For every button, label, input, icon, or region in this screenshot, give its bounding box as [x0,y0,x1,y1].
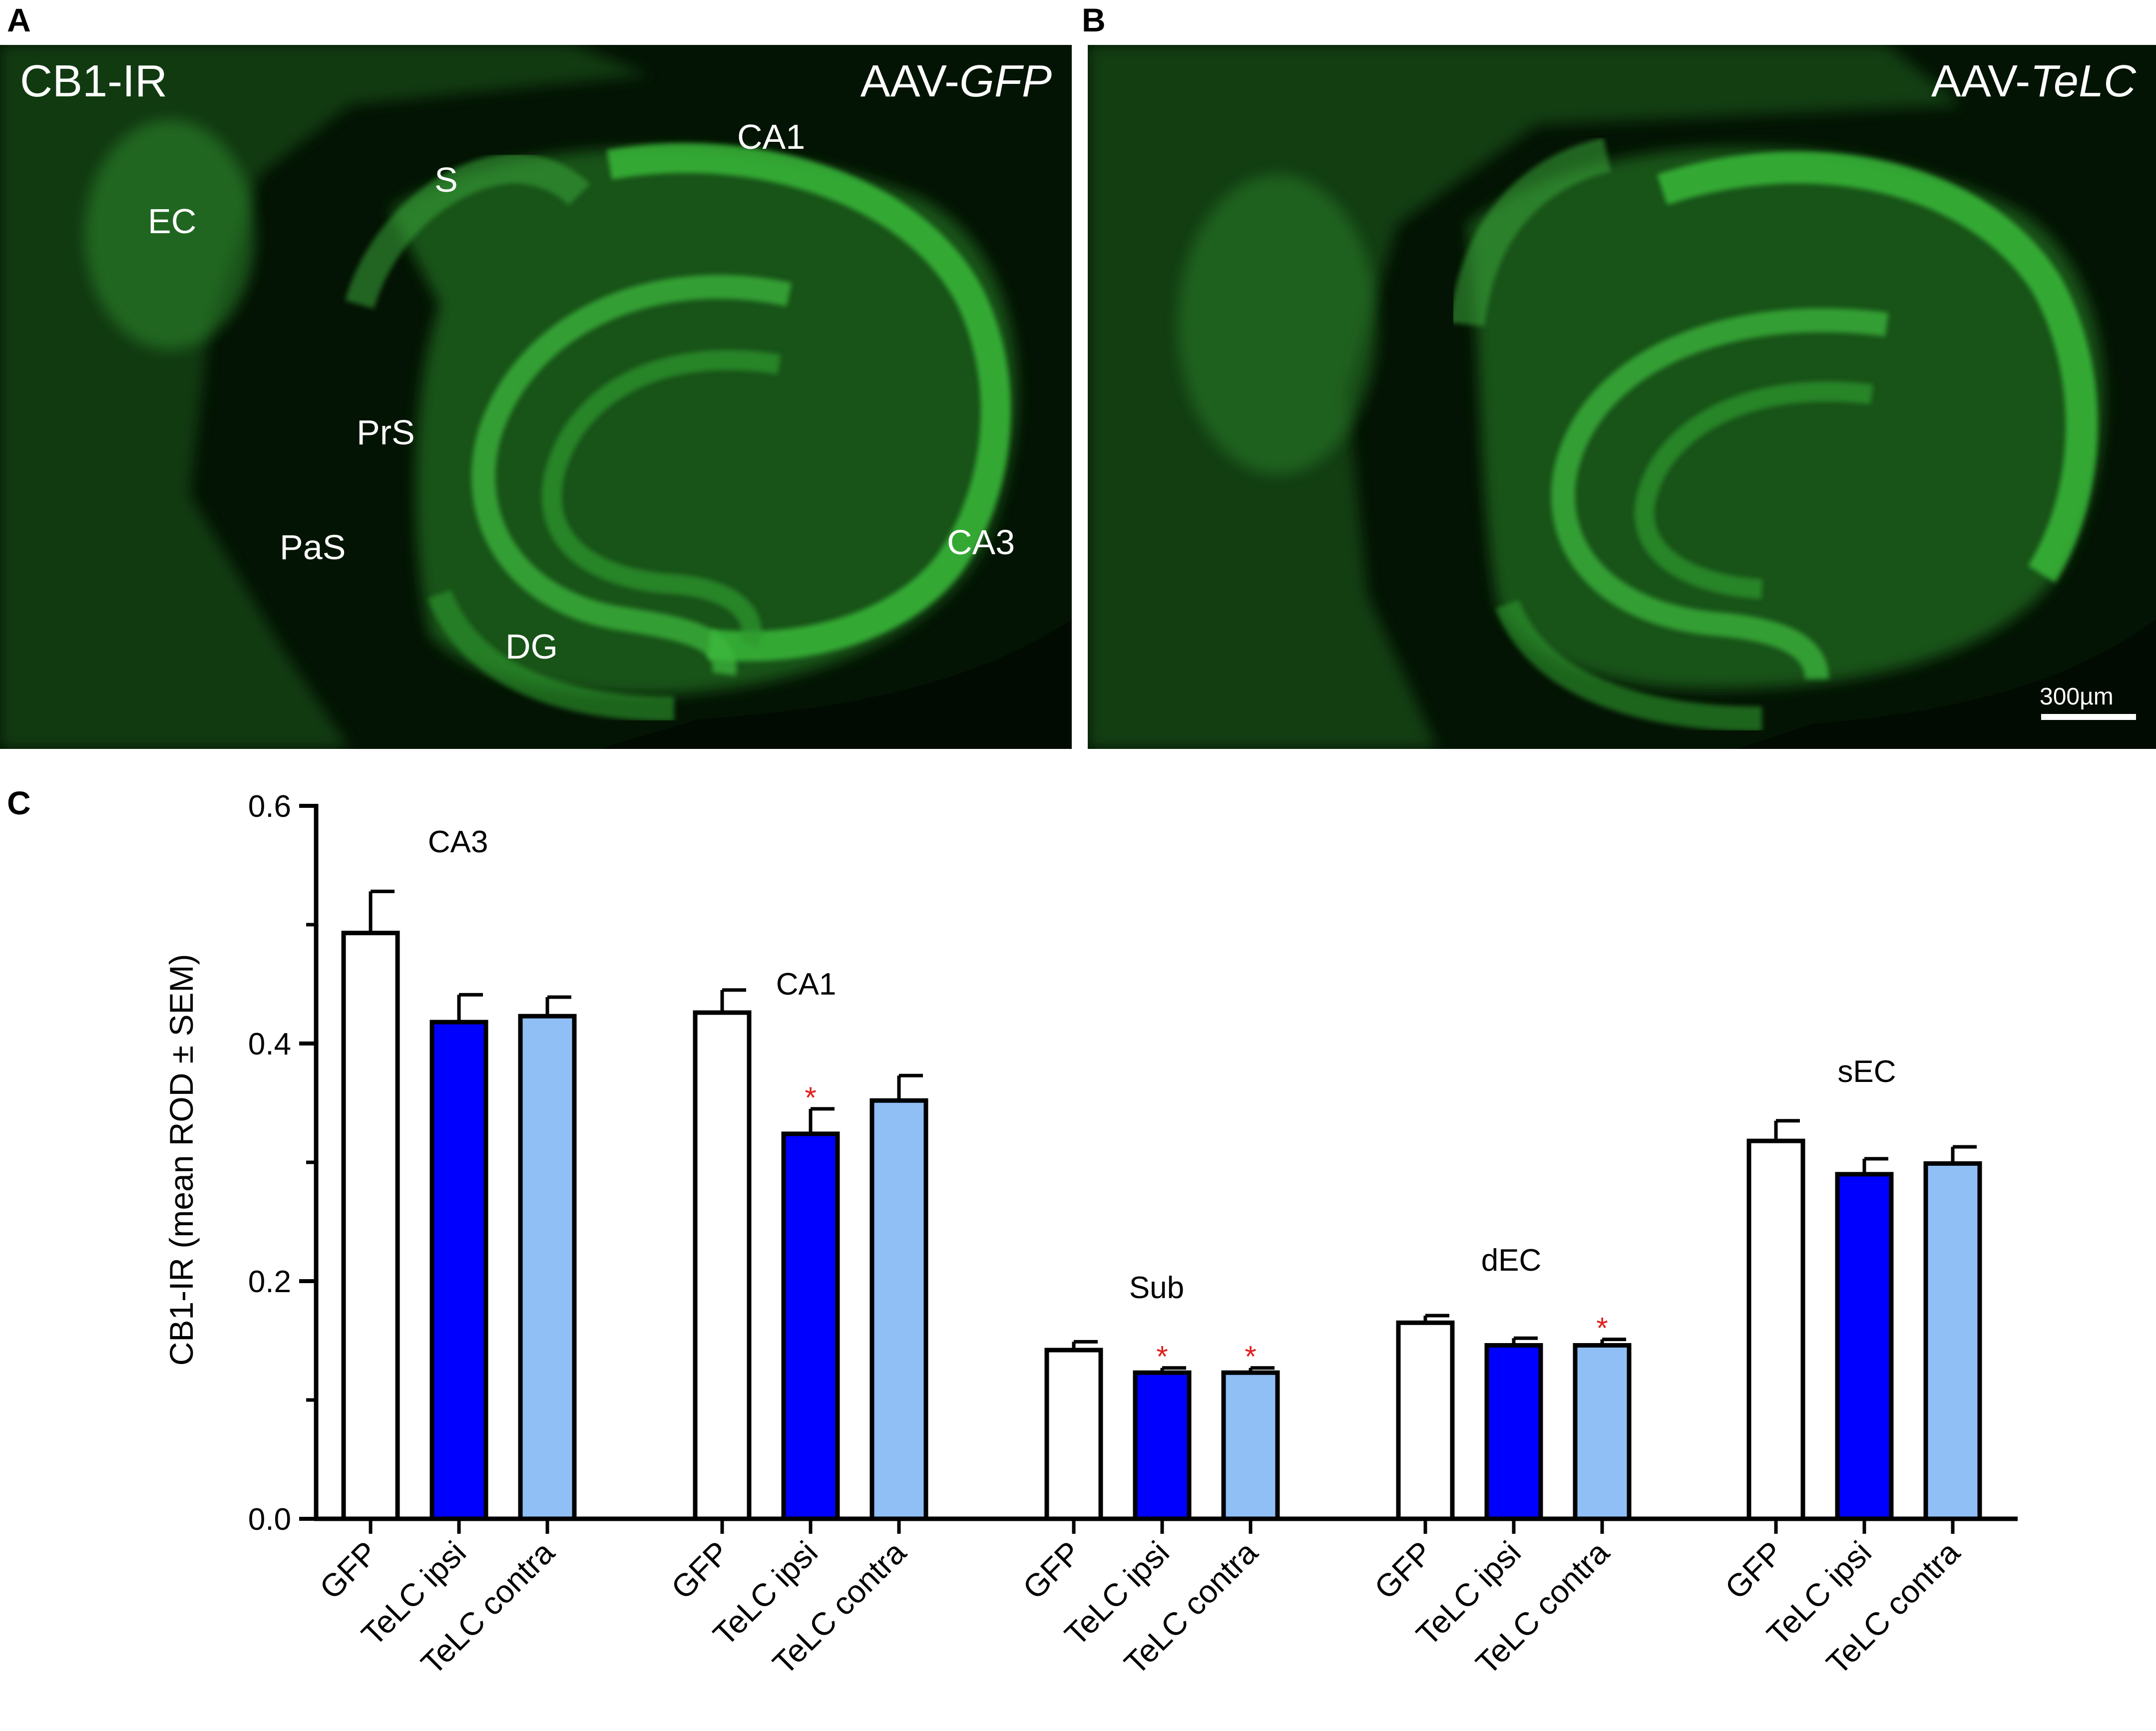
x-tick-label: GFP [664,1534,736,1606]
group-label-ca1: CA1 [776,967,837,1002]
panel-b-letter: B [1082,1,1106,38]
bar-sub-telc-contra [1221,1370,1280,1521]
hippocampus-gfp-image [0,45,1072,749]
region-label-prs: PrS [357,413,415,452]
scale-bar-label: 300µm [2040,684,2114,710]
micrograph-telc: AAV-TeLC 300µm [1088,45,2156,749]
condition-label-gfp: AAV-GFP [860,56,1052,106]
bar-dec-telc-ipsi [1484,1343,1543,1521]
bar-sub-gfp [1044,1348,1103,1521]
bar-sub-telc-ipsi [1133,1370,1192,1521]
y-tick-label: 0.2 [248,1265,291,1299]
region-label-ca1: CA1 [737,117,806,156]
hippocampus-telc-image [1088,45,2156,749]
significance-marker: * [1596,1312,1608,1345]
region-label-dg: DG [505,627,558,666]
region-label-ca3: CA3 [947,523,1015,562]
significance-marker: * [1156,1340,1168,1374]
bar-chart: CB1-IR (mean ROD ± SEM) 0.0 0.2 0.4 0.6 CA3 G… [163,789,2018,1682]
region-label-ec: EC [148,202,197,241]
panel-a-letter: A [7,1,31,38]
bar-ca3-gfp [341,931,400,1521]
bar-sec-telc-contra [1923,1161,1982,1521]
panel-c-letter: C [7,784,31,821]
group-label-sec: sEC [1837,1054,1896,1089]
y-tick-label: 0.4 [248,1027,291,1061]
bar-ca3-telc-contra [518,1014,577,1521]
x-tick-label: GFP [1718,1534,1790,1606]
region-label-pas: PaS [280,528,346,567]
x-tick-label: GFP [313,1534,385,1606]
group-label-ca3: CA3 [428,825,488,859]
stain-label: CB1-IR [20,56,168,106]
y-axis-label: CB1-IR (mean ROD ± SEM) [163,954,200,1366]
bar-ca1-gfp [693,1010,752,1521]
group-label-sub: Sub [1129,1271,1184,1305]
bar-dec-telc-contra [1573,1343,1632,1521]
region-label-s: S [434,160,458,199]
x-tick-label: GFP [1367,1534,1439,1606]
bar-ca1-telc-ipsi [781,1131,840,1521]
y-tick-label: 0.6 [248,789,291,824]
bar-sec-telc-ipsi [1835,1172,1894,1521]
significance-marker: * [805,1081,816,1114]
significance-marker: * [1245,1340,1256,1374]
condition-label-telc: AAV-TeLC [1931,56,2136,106]
micrograph-gfp: CB1-IR AAV-GFP EC S CA1 PrS PaS CA3 DG [0,45,1072,749]
bar-ca3-telc-ipsi [430,1020,488,1521]
bar-dec-gfp [1396,1320,1455,1521]
y-tick-label: 0.0 [248,1502,291,1537]
scale-bar [2041,714,2136,720]
group-label-dec: dEC [1481,1243,1542,1278]
x-tick-label: GFP [1016,1534,1088,1606]
bar-ca1-telc-contra [869,1098,928,1521]
bar-sec-gfp [1746,1138,1805,1521]
